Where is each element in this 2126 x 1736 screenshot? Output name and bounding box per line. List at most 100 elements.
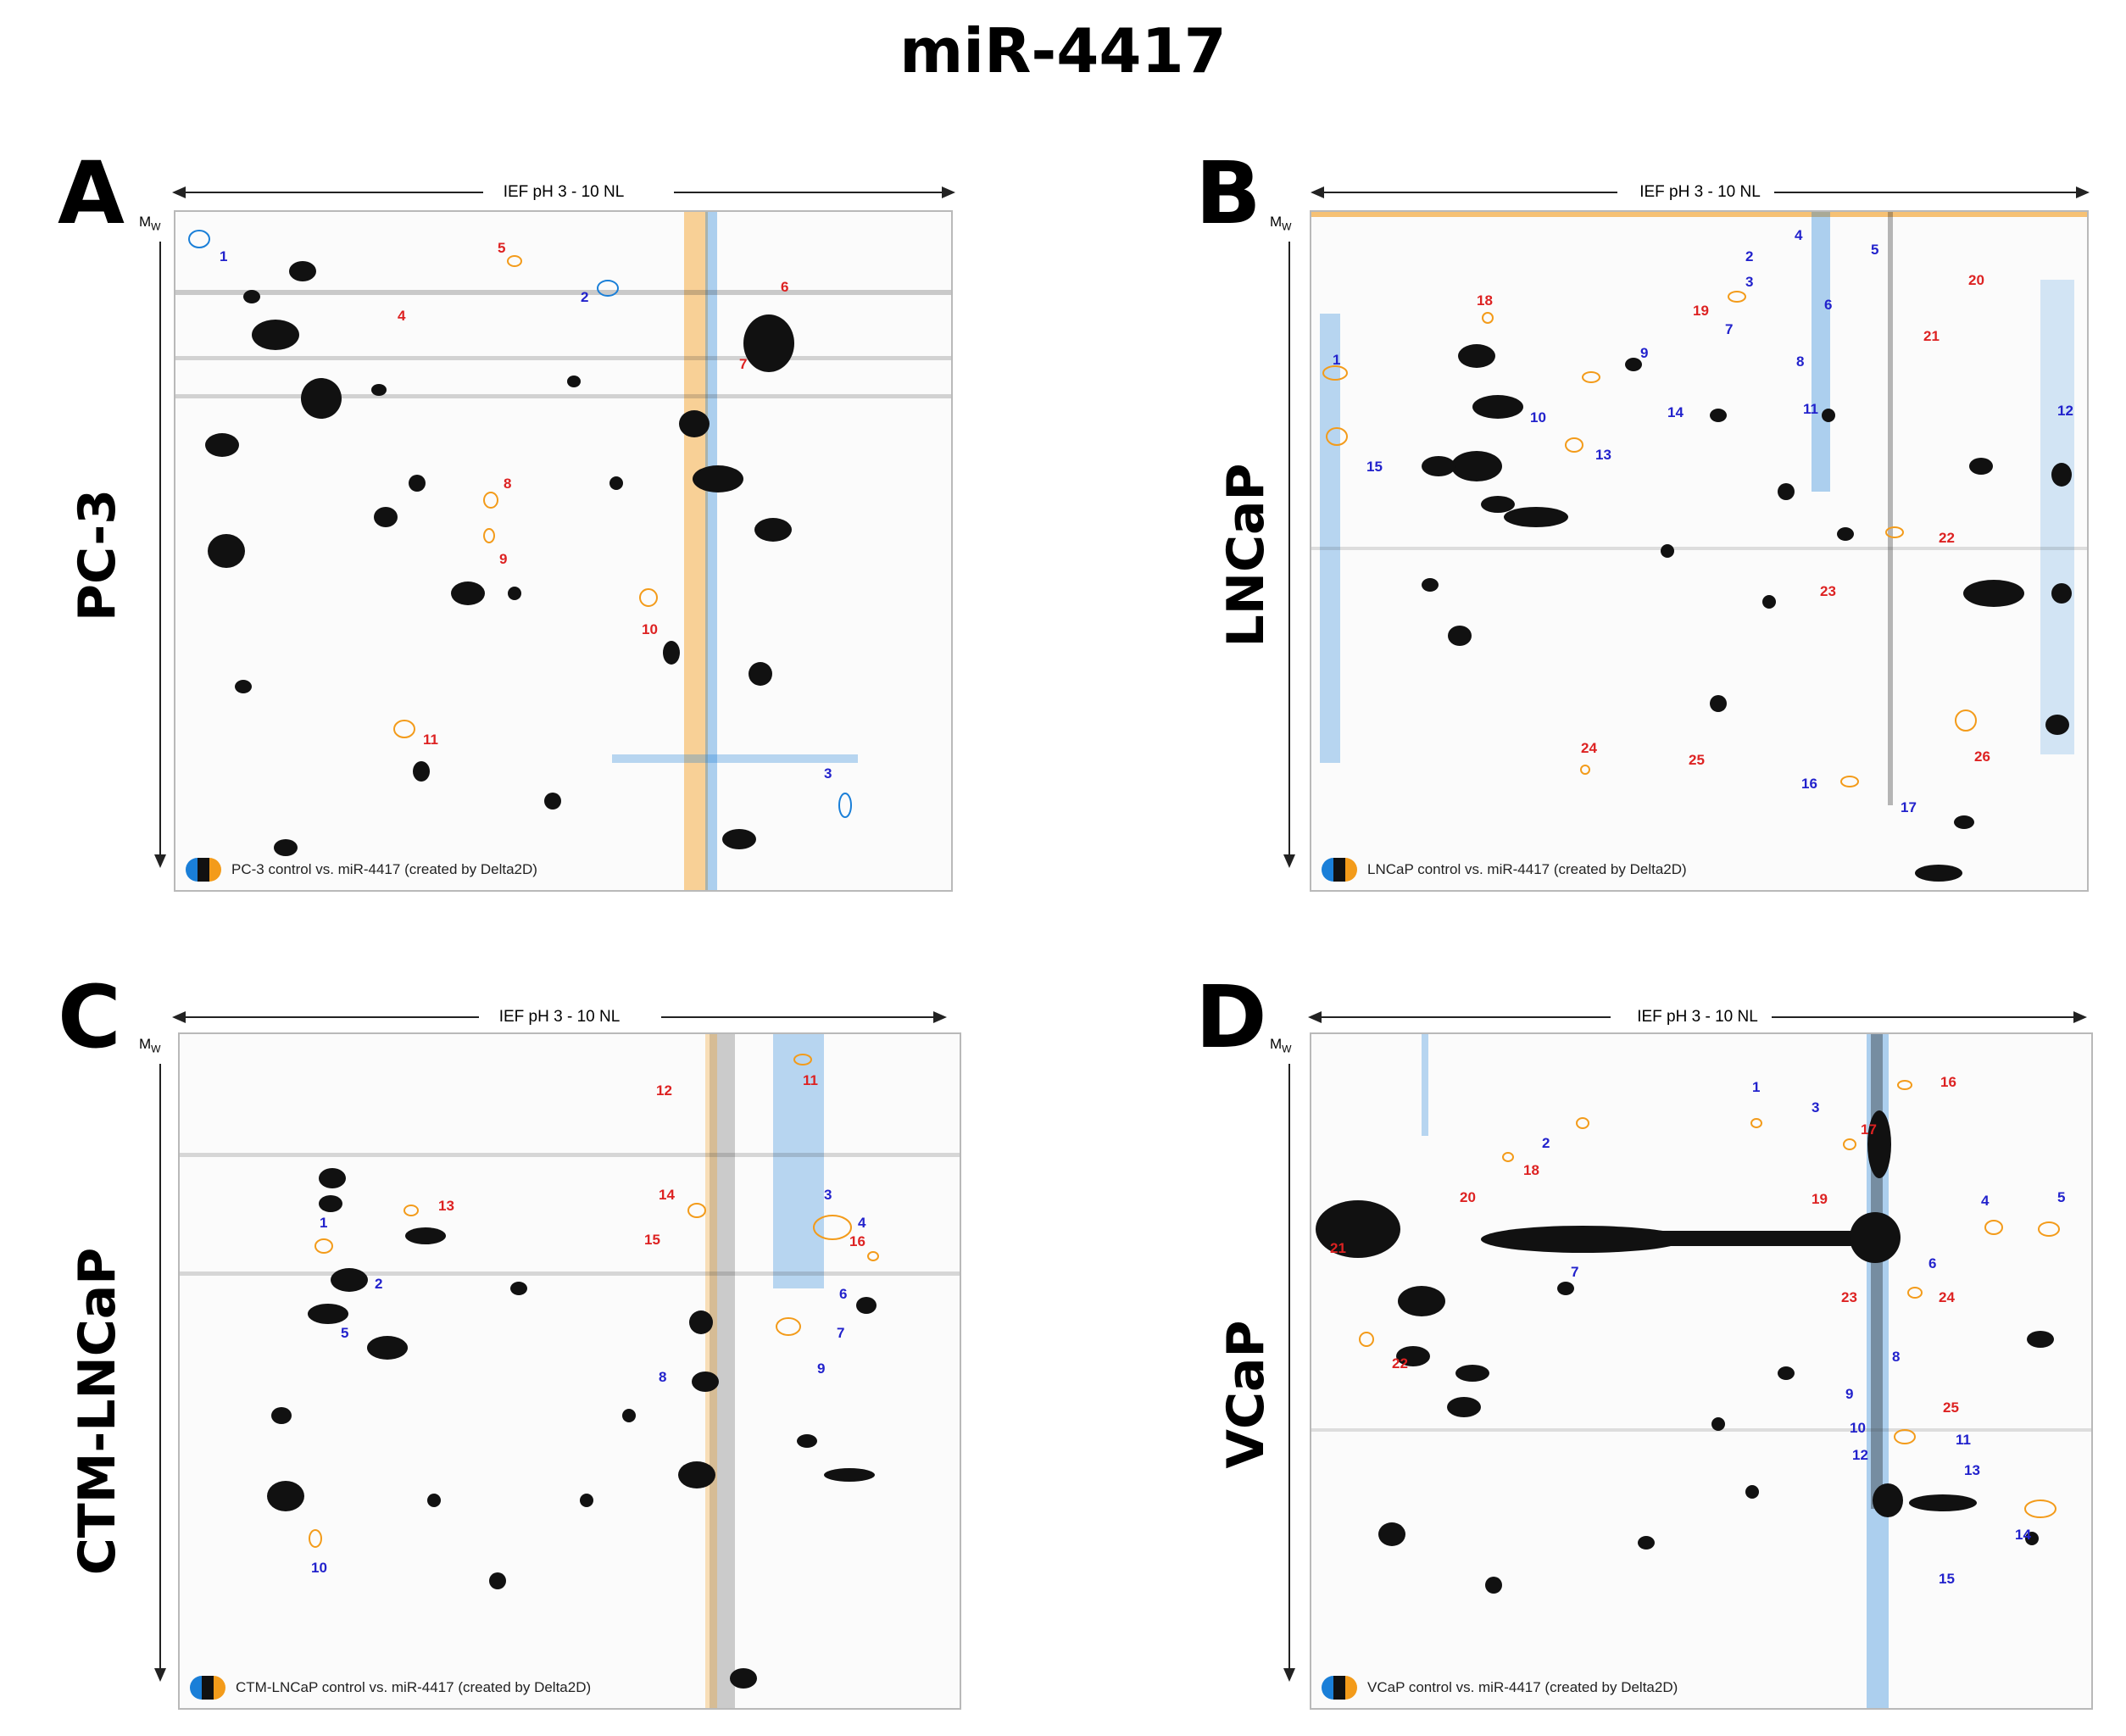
svg-text:3: 3	[824, 1187, 832, 1203]
gel-image-b: 1 2 3 4 5 6 7 8 9 10 11 12 13 14 15 16 1…	[1310, 210, 2089, 892]
svg-text:6: 6	[781, 279, 788, 295]
svg-text:26: 26	[1974, 748, 1990, 765]
mw-axis-a	[154, 242, 166, 868]
caption-a: PC-3 control vs. miR-4417 (created by De…	[186, 858, 537, 882]
svg-text:9: 9	[499, 551, 507, 567]
svg-text:1: 1	[220, 248, 227, 264]
svg-text:20: 20	[1968, 272, 1984, 288]
svg-text:6: 6	[839, 1286, 847, 1302]
svg-text:21: 21	[1923, 328, 1940, 344]
ief-label-a: IEF pH 3 - 10 NL	[503, 183, 625, 201]
svg-text:24: 24	[1939, 1289, 1955, 1305]
caption-text-c: CTM-LNCaP control vs. miR-4417 (created …	[236, 1679, 592, 1695]
svg-text:1: 1	[320, 1215, 327, 1231]
gel-image-d: 1 2 3 4 5 6 7 8 9 10 11 12 13 14 15 16 1…	[1310, 1032, 2093, 1710]
gel-spots-c: 1 2 3 4 5 6 7 8 9 10 11 12 13 14 15 16	[180, 1034, 960, 1708]
svg-text:20: 20	[1460, 1189, 1476, 1205]
svg-text:1: 1	[1752, 1079, 1760, 1095]
row-label-pc3: PC-3	[68, 488, 127, 622]
svg-text:15: 15	[1939, 1571, 1955, 1587]
svg-text:12: 12	[1852, 1447, 1868, 1463]
svg-text:9: 9	[1845, 1386, 1853, 1402]
mw-axis-d	[1283, 1064, 1295, 1682]
svg-text:10: 10	[642, 621, 658, 637]
svg-text:15: 15	[1366, 459, 1383, 475]
svg-text:15: 15	[644, 1232, 660, 1248]
svg-text:6: 6	[1824, 297, 1832, 313]
svg-text:17: 17	[1861, 1121, 1877, 1138]
svg-text:19: 19	[1693, 303, 1709, 319]
svg-text:4: 4	[1795, 227, 1803, 243]
svg-text:2: 2	[581, 289, 588, 305]
svg-text:16: 16	[849, 1233, 865, 1249]
svg-text:9: 9	[1640, 345, 1648, 361]
svg-text:11: 11	[1956, 1432, 1971, 1448]
overlay-legend-icon	[186, 858, 221, 882]
svg-text:3: 3	[1745, 274, 1753, 290]
svg-text:8: 8	[659, 1369, 666, 1385]
svg-text:7: 7	[837, 1325, 844, 1341]
ief-label-d: IEF pH 3 - 10 NL	[1637, 1008, 1758, 1026]
overlay-legend-icon	[1322, 858, 1357, 882]
svg-text:24: 24	[1581, 740, 1597, 756]
svg-text:23: 23	[1820, 583, 1836, 599]
svg-text:8: 8	[504, 476, 511, 492]
svg-text:7: 7	[739, 356, 747, 372]
svg-text:1: 1	[1333, 352, 1340, 368]
figure-title: miR-4417	[899, 15, 1227, 86]
svg-text:2: 2	[1542, 1135, 1550, 1151]
svg-text:10: 10	[311, 1560, 327, 1576]
svg-text:19: 19	[1812, 1191, 1828, 1207]
svg-text:7: 7	[1725, 321, 1733, 337]
svg-text:16: 16	[1940, 1074, 1956, 1090]
svg-text:11: 11	[803, 1072, 818, 1088]
svg-text:14: 14	[2015, 1527, 2031, 1543]
svg-text:10: 10	[1530, 409, 1546, 426]
gel-image-c: 1 2 3 4 5 6 7 8 9 10 11 12 13 14 15 16 C…	[178, 1032, 961, 1710]
ief-axis-b: IEF pH 3 - 10 NL	[1311, 180, 2090, 205]
svg-text:7: 7	[1571, 1264, 1578, 1280]
caption-b: LNCaP control vs. miR-4417 (created by D…	[1322, 858, 1687, 882]
mw-label-a: MW	[139, 214, 161, 233]
svg-text:25: 25	[1689, 752, 1705, 768]
panel-letter-b: B	[1195, 143, 1261, 244]
ief-label-b: IEF pH 3 - 10 NL	[1639, 183, 1761, 201]
svg-text:13: 13	[1595, 447, 1611, 463]
row-label-lncap: LNCaP	[1216, 463, 1276, 648]
mw-label-c: MW	[139, 1036, 161, 1055]
caption-text-d: VCaP control vs. miR-4417 (created by De…	[1367, 1679, 1678, 1695]
gel-image-a: 1 2 3 4 5 6 7 8 9 10 11 PC-3 control vs.…	[174, 210, 953, 892]
mw-axis-b	[1283, 242, 1295, 868]
svg-text:25: 25	[1943, 1399, 1959, 1416]
svg-text:4: 4	[858, 1215, 866, 1231]
caption-c: CTM-LNCaP control vs. miR-4417 (created …	[190, 1676, 591, 1700]
ief-axis-d: IEF pH 3 - 10 NL	[1308, 1004, 2087, 1030]
caption-d: VCaP control vs. miR-4417 (created by De…	[1322, 1676, 1678, 1700]
gel-spots-d: 1 2 3 4 5 6 7 8 9 10 11 12 13 14 15 16 1…	[1311, 1034, 2091, 1708]
svg-text:4: 4	[398, 308, 406, 324]
svg-text:6: 6	[1928, 1255, 1936, 1271]
svg-text:12: 12	[2057, 403, 2073, 419]
panel-letter-c: C	[58, 967, 121, 1068]
svg-text:14: 14	[1667, 404, 1684, 420]
svg-text:16: 16	[1801, 776, 1817, 792]
svg-text:9: 9	[817, 1360, 825, 1377]
svg-text:8: 8	[1796, 353, 1804, 370]
row-label-vcap: VCaP	[1216, 1320, 1276, 1469]
svg-text:8: 8	[1892, 1349, 1900, 1365]
caption-text-b: LNCaP control vs. miR-4417 (created by D…	[1367, 861, 1687, 877]
caption-text-a: PC-3 control vs. miR-4417 (created by De…	[231, 861, 537, 877]
svg-text:5: 5	[2057, 1189, 2065, 1205]
svg-text:5: 5	[498, 240, 505, 256]
overlay-legend-icon	[1322, 1676, 1357, 1700]
svg-text:13: 13	[438, 1198, 454, 1214]
svg-text:18: 18	[1523, 1162, 1539, 1178]
svg-text:23: 23	[1841, 1289, 1857, 1305]
svg-text:17: 17	[1901, 799, 1917, 815]
svg-text:11: 11	[1803, 401, 1818, 417]
panel-letter-a: A	[58, 143, 125, 244]
gel-spots-b: 1 2 3 4 5 6 7 8 9 10 11 12 13 14 15 16 1…	[1311, 212, 2087, 882]
svg-text:5: 5	[1871, 242, 1878, 258]
mw-label-b: MW	[1270, 214, 1292, 233]
svg-text:2: 2	[375, 1276, 382, 1292]
